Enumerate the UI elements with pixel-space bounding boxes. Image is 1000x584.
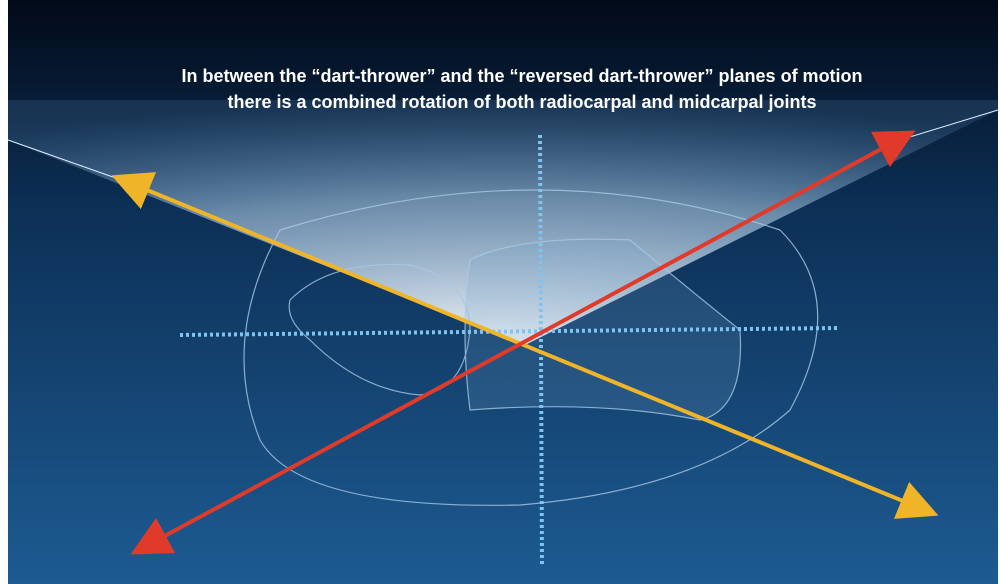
title-line: there is a combined rotation of both rad… (227, 92, 816, 112)
reversed-dart-thrower-axis (130, 130, 916, 555)
title-line: In between the “dart-thrower” and the “r… (181, 66, 862, 86)
cone-edge (899, 109, 999, 141)
cone-edge (7, 139, 131, 184)
